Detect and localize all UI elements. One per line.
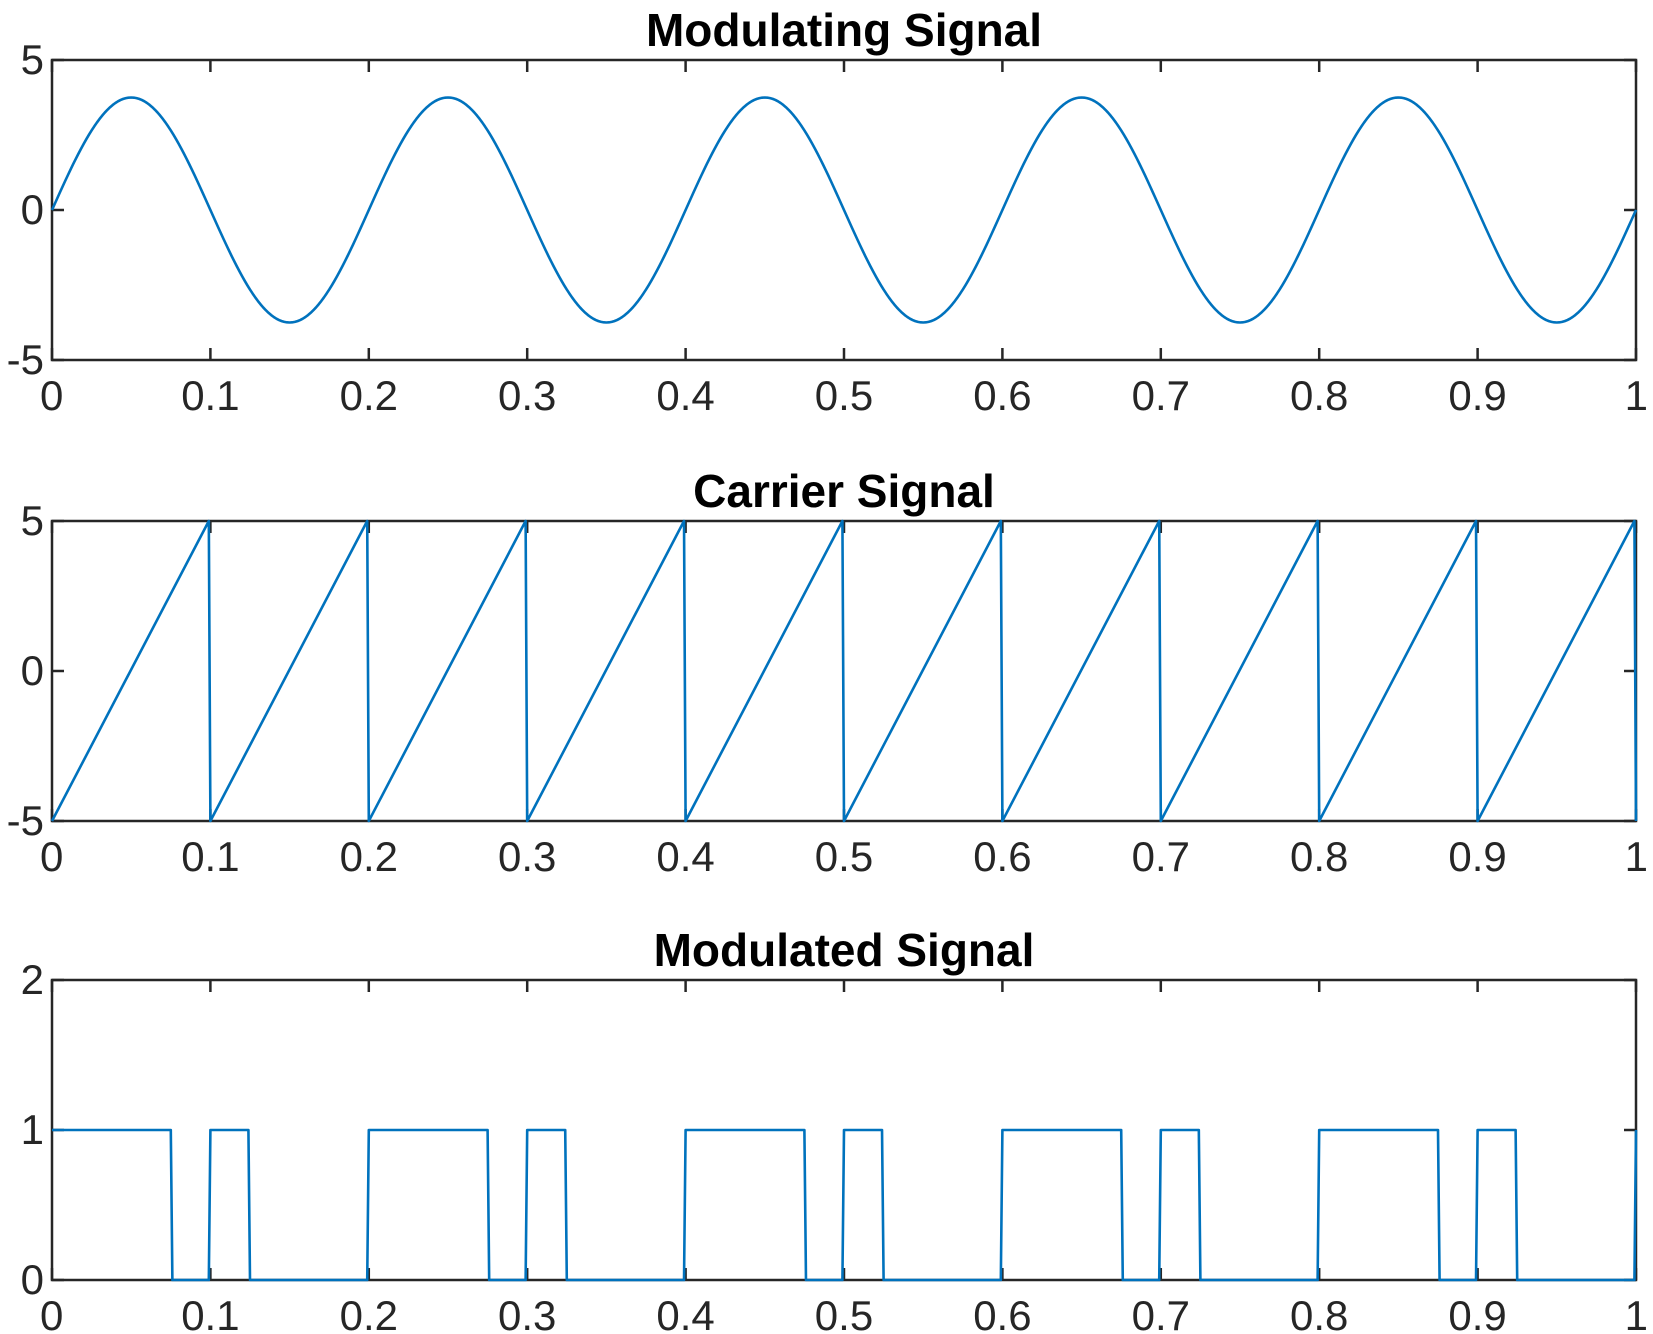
x-tick-label: 0: [40, 1292, 63, 1334]
x-tick-label: 0.9: [1448, 1292, 1506, 1334]
x-tick-label: 1: [1625, 833, 1648, 880]
subplot-carrier: Carrier Signal 0 0.1 0.2 0.3 0.4 0.5 0.6 0.7 0.8 0…: [7, 465, 1648, 880]
y-tick-label: 5: [21, 36, 44, 83]
x-tick-label: 0.9: [1448, 372, 1506, 419]
x-tick-label: 0.5: [815, 1292, 873, 1334]
x-tick-label: 0.6: [973, 372, 1031, 419]
series-line-carrier: [50, 519, 1638, 823]
y-tick-label: 2: [21, 956, 44, 1003]
x-tick-label: 1: [1625, 372, 1648, 419]
x-tick-label: 0.7: [1132, 1292, 1190, 1334]
x-tick-label: 0.2: [340, 1292, 398, 1334]
x-tick-label: 0.1: [181, 1292, 239, 1334]
subplot-modulating: Modulating Signal 0 0.1 0.2 0.3 0.4 0.5 0.6 0.7 0…: [7, 4, 1648, 419]
y-tick-label: 0: [21, 186, 44, 233]
x-tick-label: 0.4: [656, 833, 714, 880]
chart-title: Modulated Signal: [654, 924, 1035, 976]
x-tick-label: 0.6: [973, 833, 1031, 880]
x-tick-label: 0.2: [340, 372, 398, 419]
x-tick-label: 0: [40, 833, 63, 880]
x-tick-label: 0: [40, 372, 63, 419]
y-tick-label: -5: [7, 797, 44, 844]
x-tick-label: 0.7: [1132, 833, 1190, 880]
series-line-modulated: [52, 1128, 1638, 1282]
series-line-modulating: [50, 96, 1638, 324]
chart-title: Modulating Signal: [646, 4, 1042, 56]
x-tick-label: 0.6: [973, 1292, 1031, 1334]
x-tick-label: 0.3: [498, 372, 556, 419]
x-tick-label: 0.3: [498, 1292, 556, 1334]
x-tick-label: 0.3: [498, 833, 556, 880]
subplot-modulated: Modulated Signal 0 0.1 0.2 0.3 0.4 0.5 0.6 0.7 0.…: [21, 924, 1648, 1334]
x-tick-label: 0.5: [815, 833, 873, 880]
chart-title: Carrier Signal: [693, 465, 995, 517]
y-tick-label: 1: [21, 1106, 44, 1153]
x-tick-label: 0.1: [181, 372, 239, 419]
x-tick-label: 0.5: [815, 372, 873, 419]
x-tick-label: 0.1: [181, 833, 239, 880]
x-tick-label: 0.8: [1290, 372, 1348, 419]
x-tick-label: 0.8: [1290, 833, 1348, 880]
x-tick-label: 0.4: [656, 372, 714, 419]
x-tick-label: 0.7: [1132, 372, 1190, 419]
y-tick-label: -5: [7, 336, 44, 383]
y-tick-label: 5: [21, 497, 44, 544]
x-tick-label: 0.2: [340, 833, 398, 880]
y-tick-label: 0: [21, 647, 44, 694]
x-tick-label: 0.4: [656, 1292, 714, 1334]
y-tick-label: 0: [21, 1256, 44, 1303]
x-tick-label: 0.8: [1290, 1292, 1348, 1334]
x-tick-label: 0.9: [1448, 833, 1506, 880]
x-tick-label: 1: [1625, 1292, 1648, 1334]
